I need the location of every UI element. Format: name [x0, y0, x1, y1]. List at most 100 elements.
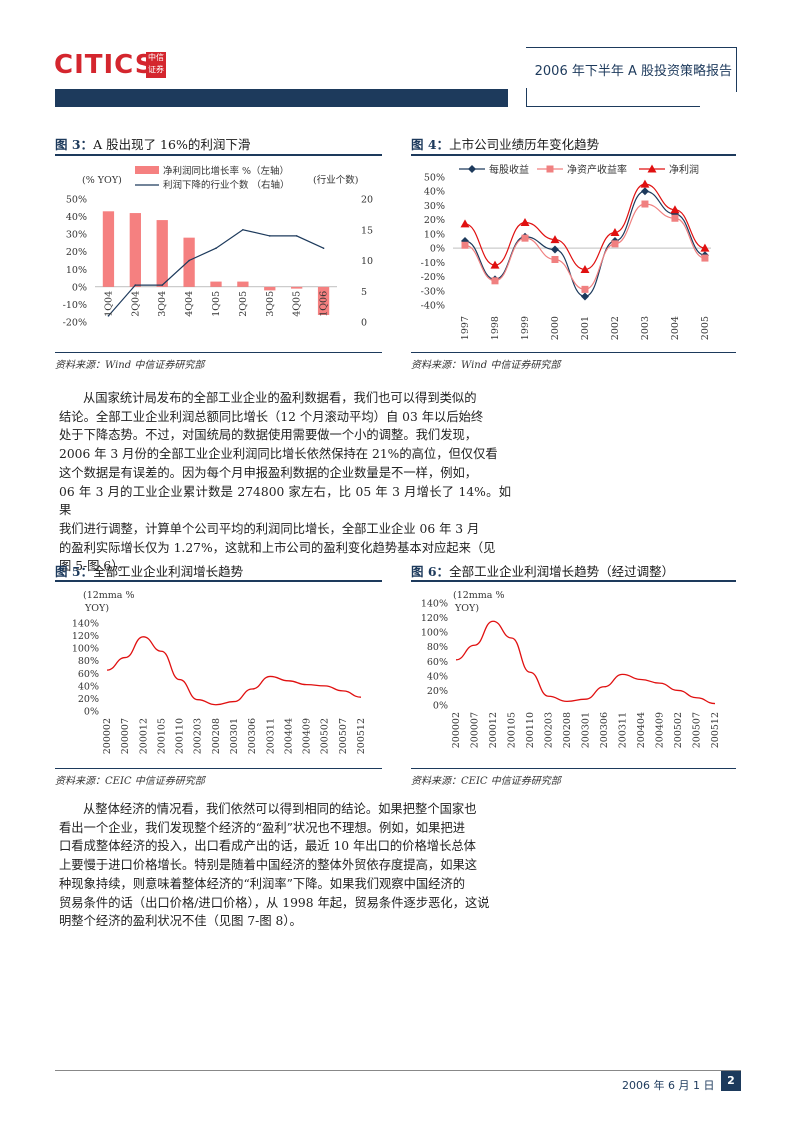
x-tick-label: 200306 [247, 718, 258, 754]
paragraph-2-line: 看出一个企业，我们发现整个经济的“盈利”状况也不理想。例如，如果把进 [59, 820, 466, 835]
data-point [701, 254, 709, 262]
industry-count-point [188, 259, 190, 262]
x-tick-label: 200306 [599, 712, 610, 748]
x-tick-label: 200110 [525, 712, 536, 748]
logo-cn-bottom: 证券 [148, 65, 164, 74]
logo-cn-top: 中信 [148, 53, 164, 62]
x-tick-label: 200012 [488, 712, 499, 748]
series-line [464, 183, 706, 271]
y2-tick-label: 0 [361, 318, 367, 329]
y-tick-label: 30% [66, 230, 87, 241]
paragraph-2-line: 口看成整体经济的投入，出口看成产出的话，最近 10 年出口的价格增长总体 [59, 839, 476, 854]
industry-count-point [268, 235, 271, 237]
y-tick-label: 140% [72, 619, 99, 630]
footer-rule [55, 1070, 741, 1071]
unit-label: (12mma % [453, 590, 505, 601]
unit-label: (12mma % [83, 590, 135, 601]
y-tick-label: 30% [424, 201, 445, 212]
page-number: 2 [721, 1071, 741, 1091]
y-tick-label: 60% [78, 669, 99, 680]
paragraph-1-line: 06 年 3 月的工业企业累计数是 274800 家左右，比 05 年 3 月增… [59, 484, 511, 518]
left-unit-label: (% YOY) [82, 175, 122, 186]
logo-cn-box: 中信 证券 [146, 52, 166, 78]
figure-4-label: 图 4： [411, 137, 450, 152]
y-tick-label: 100% [421, 628, 448, 639]
report-title-frame [526, 47, 737, 92]
figure-5-rule [55, 580, 382, 582]
paragraph-1-line: 我们进行调整，计算单个公司平均的利润同比增长，全部工业企业 06 年 3 月 [59, 521, 480, 536]
x-tick-label: 3Q04 [157, 291, 168, 317]
y-tick-label: 40% [78, 681, 99, 692]
x-tick-label: 200311 [265, 718, 276, 754]
y-tick-label: 40% [424, 187, 445, 198]
paragraph-2-line: 明整个经济的盈利状况不佳（见图 7-图 8）。 [59, 914, 302, 929]
y-tick-label: 50% [424, 173, 445, 184]
figure-3-title-text: A 股出现了 16%的利润下滑 [93, 137, 251, 152]
header-divider [526, 88, 527, 107]
x-tick-label: 200105 [507, 712, 518, 748]
x-tick-label: 200012 [138, 718, 149, 754]
y-tick-label: -20% [63, 318, 87, 329]
legend-marker [647, 164, 657, 173]
figure-5-title-text: 全部工业企业利润增长趋势 [93, 564, 244, 579]
data-point [670, 205, 680, 214]
header-bar [55, 89, 508, 107]
x-tick-label: 2004 [670, 316, 681, 340]
logo-text: CITICS [54, 50, 155, 80]
industry-count-point [107, 315, 110, 317]
y-tick-label: 50% [66, 195, 87, 206]
figure-5-source: 资料来源：CEIC 中信证券研究部 [55, 776, 205, 787]
x-tick-label: 200110 [175, 718, 186, 754]
x-tick-label: 1Q05 [211, 291, 222, 317]
data-point [671, 214, 679, 222]
x-tick-label: 200002 [102, 718, 113, 754]
y-tick-label: 0% [430, 244, 445, 255]
y-tick-label: 60% [427, 657, 448, 668]
figure-6-rule [411, 580, 736, 582]
data-point [640, 187, 649, 196]
bar [210, 281, 222, 287]
y-tick-label: -10% [63, 300, 87, 311]
y-tick-label: -10% [421, 258, 445, 269]
paragraph-1-line: 结论。全部工业企业利润总额同比增长（12 个月滚动平均）自 03 年以后始终 [59, 409, 484, 424]
profit-growth-line [106, 636, 362, 706]
x-tick-label: 2001 [580, 316, 591, 340]
paragraph-1-line: 处于下降态势。不过，对国统局的数据使用需要做一个小的调整。我们发现， [59, 428, 478, 443]
data-point [700, 243, 710, 252]
x-tick-label: 2Q05 [238, 291, 249, 317]
paragraph-1-line: 从国家统计局发布的全部工业企业的盈利数据看，我们也可以得到类似的 [83, 391, 477, 405]
y-tick-label: 0% [84, 707, 99, 718]
y-tick-label: 20% [424, 215, 445, 226]
x-tick-label: 1999 [520, 316, 531, 340]
x-tick-label: 2005 [700, 316, 711, 340]
paragraph-2-line: 种现象持续，则意味着整体经济的“利润率”下降。如果我们观察中国经济的 [59, 876, 466, 891]
paragraph-1-line: 2006 年 3 月份的全部工业企业利润同比增长依然保持在 21%的高位，但仅仅… [59, 447, 498, 462]
industry-count-point [295, 235, 298, 237]
x-tick-label: 200507 [692, 712, 703, 748]
figure-6-title-text: 全部工业企业利润增长趋势（经过调整） [449, 564, 675, 579]
data-point [581, 285, 589, 293]
figure-3-label: 图 3： [55, 137, 94, 152]
footer-date: 2006 年 6 月 1 日 [622, 1079, 715, 1092]
figure-5-label: 图 5： [55, 564, 94, 579]
data-point [521, 234, 529, 242]
bar [183, 237, 195, 287]
unit-label: YOY) [454, 603, 479, 614]
figure-4-bottom-rule [411, 352, 736, 353]
data-point [491, 277, 499, 285]
paragraph-1-line: 这个数据是有误差的。因为每个月申报盈利数据的企业数量是不一样，例如， [59, 465, 478, 480]
x-tick-label: 200203 [544, 712, 555, 748]
figure-6-chart: (12mma %YOY)140%120%100%80%60%40%20%0%20… [421, 590, 721, 748]
figure-6-bottom-rule [411, 768, 736, 769]
series-line [464, 190, 706, 298]
x-tick-label: 200311 [618, 712, 629, 748]
x-tick-label: 3Q05 [265, 291, 276, 317]
x-tick-label: 2003 [640, 316, 651, 340]
figure-4-title: 图 4：上市公司业绩历年变化趋势 [411, 134, 599, 153]
x-tick-label: 200409 [655, 712, 666, 748]
y-tick-label: 20% [427, 686, 448, 697]
x-tick-label: 1998 [490, 316, 501, 340]
header-divider-bottom [526, 106, 700, 107]
y2-tick-label: 20 [361, 195, 373, 206]
x-tick-label: 4Q05 [292, 291, 303, 317]
